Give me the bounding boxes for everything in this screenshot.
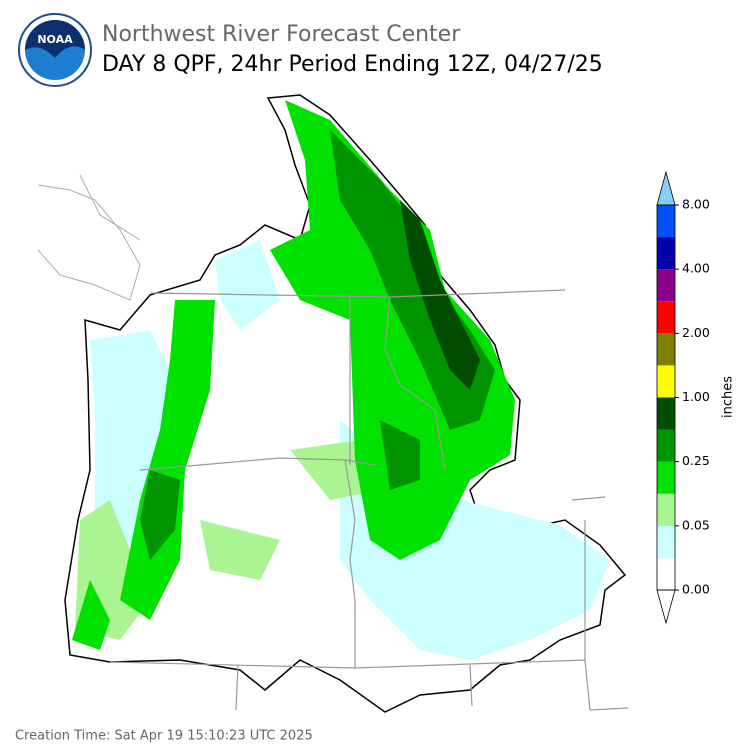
colorbar-segment [657,525,675,558]
colorbar-tick-label: 1.00 [682,389,710,404]
colorbar-tick-label: 4.00 [682,261,710,276]
logo: NOAA [18,13,92,87]
coastline [37,174,141,301]
colorbar-segment [657,461,675,494]
colorbar-segment [657,397,675,430]
colorbar-tick-label: 0.25 [682,453,710,468]
colorbar-tick-label: 2.00 [682,325,710,340]
creation-time: Creation Time: Sat Apr 19 15:10:23 UTC 2… [15,729,313,744]
title: Northwest River Forecast Center [102,22,461,47]
colorbar: inches 0.00 0.05 0.25 1.00 2.00 4.00 8.00 [656,170,736,625]
state-lines [109,289,629,711]
colorbar-segment [657,429,675,462]
subtitle: DAY 8 QPF, 24hr Period Ending 12Z, 04/27… [102,52,603,77]
colorbar-segment [657,493,675,526]
colorbar-segment [657,333,675,366]
colorbar-segment [657,205,675,238]
colorbar-under-arrow [656,589,676,625]
colorbar-segment [657,365,675,398]
logo-text: NOAA [37,33,73,46]
map [37,94,629,713]
colorbar-over-arrow [656,170,676,206]
colorbar-tick-label: 0.00 [682,582,710,597]
colorbar-segment [657,237,675,270]
colorbar-label: inches [721,376,736,418]
colorbar-segment [657,269,675,302]
colorbar-segment [657,301,675,334]
colorbar-tick-label: 8.00 [682,197,710,212]
colorbar-tick-label: 0.05 [682,517,710,532]
light-green-area [75,440,380,640]
colorbar-segment [657,557,675,590]
